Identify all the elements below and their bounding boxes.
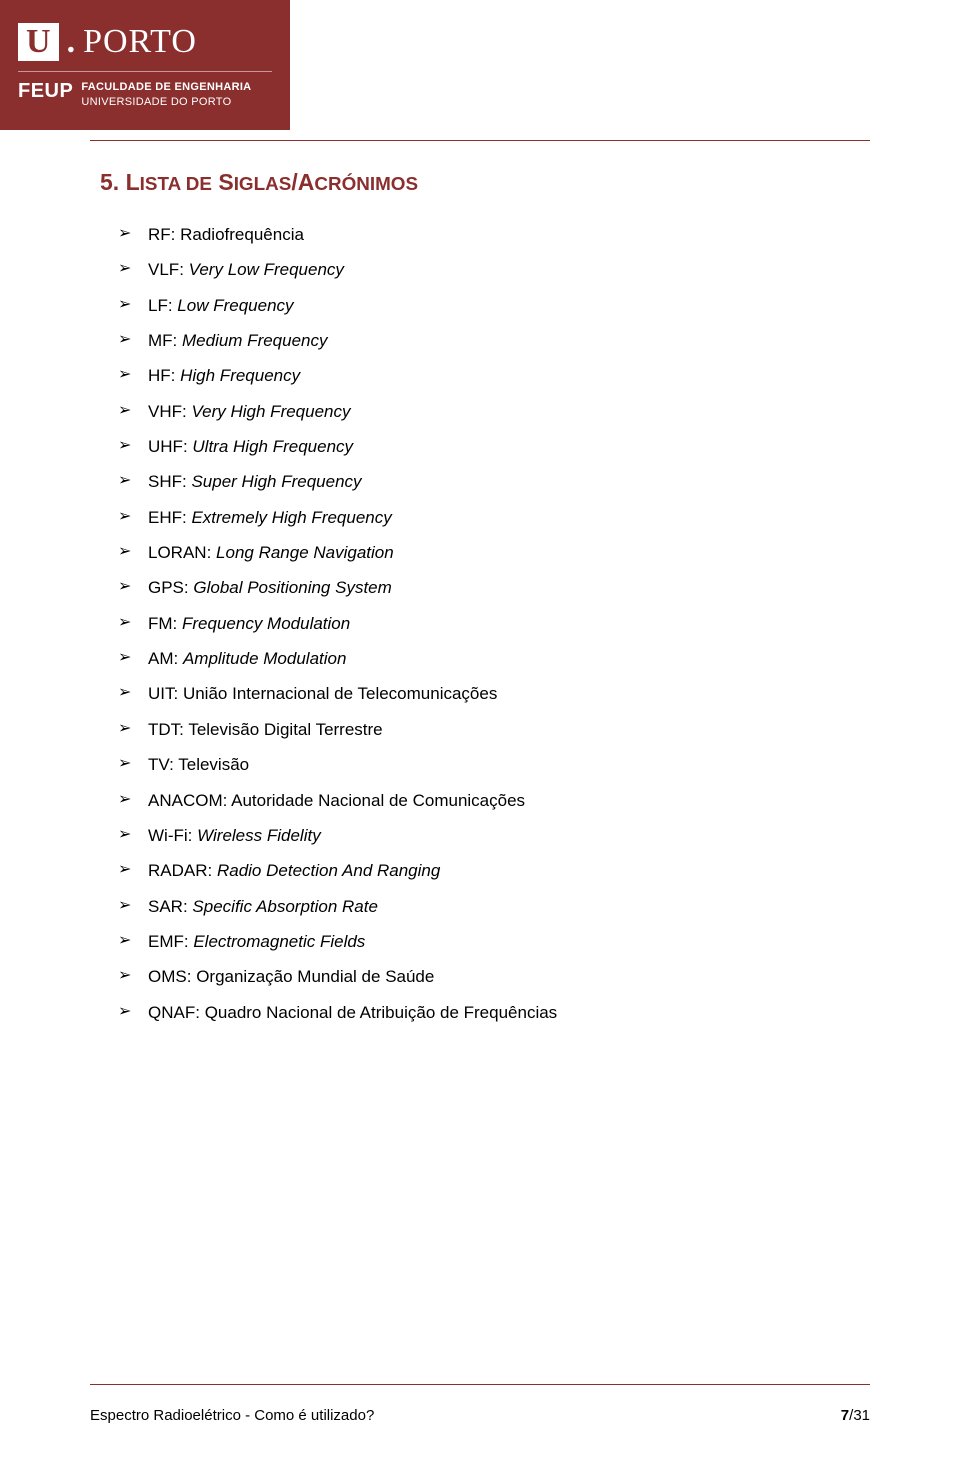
acronym-abbr: FM [148, 614, 173, 633]
acronym-abbr: RADAR [148, 861, 208, 880]
acronym-definition: High Frequency [180, 366, 300, 385]
acronym-item: TV: Televisão [148, 752, 860, 778]
acronym-item: FM: Frequency Modulation [148, 611, 860, 637]
acronym-item: TDT: Televisão Digital Terrestre [148, 717, 860, 743]
acronym-item: EHF: Extremely High Frequency [148, 505, 860, 531]
acronym-abbr: QNAF [148, 1003, 195, 1022]
page-footer: Espectro Radioelétrico - Como é utilizad… [90, 1384, 870, 1424]
acronym-abbr: EHF [148, 508, 182, 527]
page-number: 7/31 [841, 1407, 870, 1424]
acronym-abbr: GPS [148, 578, 184, 597]
acronym-abbr: MF [148, 331, 173, 350]
footer-rule [90, 1384, 870, 1385]
acronym-definition: Amplitude Modulation [183, 649, 346, 668]
acronym-item: OMS: Organização Mundial de Saúde [148, 964, 860, 990]
acronym-abbr: RF [148, 225, 171, 244]
acronym-abbr: EMF [148, 932, 184, 951]
acronym-abbr: TV [148, 755, 169, 774]
institution-banner: U . PORTO FEUP FACULDADE DE ENGENHARIA U… [0, 0, 290, 130]
acronym-definition: Electromagnetic Fields [193, 932, 365, 951]
acronym-item: EMF: Electromagnetic Fields [148, 929, 860, 955]
acronym-definition: Ultra High Frequency [192, 437, 353, 456]
acronym-item: LF: Low Frequency [148, 293, 860, 319]
feup-label: FEUP [18, 80, 73, 103]
acronym-abbr: Wi-Fi [148, 826, 188, 845]
section-title-text: LISTA DE SIGLAS/ACRÓNIMOS [126, 169, 418, 195]
acronym-abbr: LF [148, 296, 168, 315]
faculty-line: FACULDADE DE ENGENHARIA [81, 80, 251, 95]
university-line: UNIVERSIDADE DO PORTO [81, 95, 251, 110]
document-page: U . PORTO FEUP FACULDADE DE ENGENHARIA U… [0, 0, 960, 1464]
acronym-definition: Frequency Modulation [182, 614, 350, 633]
acronym-definition: Long Range Navigation [216, 543, 394, 562]
acronym-definition: Televisão Digital Terrestre [188, 720, 382, 739]
acronym-item: SAR: Specific Absorption Rate [148, 894, 860, 920]
acronym-item: VLF: Very Low Frequency [148, 257, 860, 283]
page-current: 7 [841, 1407, 849, 1424]
acronym-definition: Radio Detection And Ranging [217, 861, 440, 880]
acronym-abbr: LORAN [148, 543, 207, 562]
content-area: 5. LISTA DE SIGLAS/ACRÓNIMOS RF: Radiofr… [0, 141, 960, 1026]
acronym-definition: Global Positioning System [193, 578, 391, 597]
acronym-abbr: SAR [148, 897, 183, 916]
acronym-item: QNAF: Quadro Nacional de Atribuição de F… [148, 1000, 860, 1026]
acronym-definition: Medium Frequency [182, 331, 328, 350]
acronym-item: RADAR: Radio Detection And Ranging [148, 858, 860, 884]
banner-subtext: FACULDADE DE ENGENHARIA UNIVERSIDADE DO … [81, 80, 251, 110]
logo-row: U . PORTO [18, 23, 272, 61]
acronym-definition: Very Low Frequency [189, 260, 344, 279]
acronym-item: MF: Medium Frequency [148, 328, 860, 354]
acronym-item: Wi-Fi: Wireless Fidelity [148, 823, 860, 849]
banner-subrow: FEUP FACULDADE DE ENGENHARIA UNIVERSIDAD… [18, 71, 272, 110]
acronym-abbr: ANACOM [148, 791, 223, 810]
footer-row: Espectro Radioelétrico - Como é utilizad… [90, 1407, 870, 1424]
section-title: 5. LISTA DE SIGLAS/ACRÓNIMOS [100, 169, 860, 196]
acronym-item: AM: Amplitude Modulation [148, 646, 860, 672]
acronym-definition: Organização Mundial de Saúde [196, 967, 434, 986]
acronym-definition: Specific Absorption Rate [192, 897, 378, 916]
logo-porto-text: PORTO [83, 23, 197, 61]
acronym-abbr: TDT [148, 720, 179, 739]
acronym-definition: Quadro Nacional de Atribuição de Frequên… [205, 1003, 558, 1022]
acronym-abbr: VLF [148, 260, 179, 279]
acronym-definition: Autoridade Nacional de Comunicações [231, 791, 525, 810]
acronym-item: LORAN: Long Range Navigation [148, 540, 860, 566]
acronym-item: HF: High Frequency [148, 363, 860, 389]
logo-u-mark: U [18, 23, 59, 61]
acronym-definition: Very High Frequency [191, 402, 350, 421]
acronym-definition: Wireless Fidelity [197, 826, 321, 845]
acronym-abbr: UIT [148, 684, 174, 703]
acronym-item: GPS: Global Positioning System [148, 575, 860, 601]
acronym-abbr: HF [148, 366, 171, 385]
acronym-definition: Low Frequency [177, 296, 293, 315]
acronym-item: RF: Radiofrequência [148, 222, 860, 248]
acronym-item: SHF: Super High Frequency [148, 469, 860, 495]
acronym-abbr: VHF [148, 402, 182, 421]
page-total: 31 [853, 1407, 870, 1424]
acronym-list: RF: Radiofrequência VLF: Very Low Frequen… [100, 222, 860, 1026]
acronym-definition: Super High Frequency [191, 472, 361, 491]
acronym-abbr: UHF [148, 437, 183, 456]
acronym-definition: Televisão [178, 755, 249, 774]
footer-doc-title: Espectro Radioelétrico - Como é utilizad… [90, 1407, 374, 1424]
acronym-item: UIT: União Internacional de Telecomunica… [148, 681, 860, 707]
section-number: 5. [100, 169, 119, 195]
logo-dot: . [67, 23, 76, 61]
acronym-item: ANACOM: Autoridade Nacional de Comunicaç… [148, 788, 860, 814]
acronym-definition: União Internacional de Telecomunicações [183, 684, 497, 703]
acronym-definition: Radiofrequência [180, 225, 304, 244]
acronym-abbr: OMS [148, 967, 187, 986]
acronym-definition: Extremely High Frequency [191, 508, 391, 527]
acronym-item: UHF: Ultra High Frequency [148, 434, 860, 460]
acronym-abbr: AM [148, 649, 174, 668]
acronym-item: VHF: Very High Frequency [148, 399, 860, 425]
acronym-abbr: SHF [148, 472, 182, 491]
